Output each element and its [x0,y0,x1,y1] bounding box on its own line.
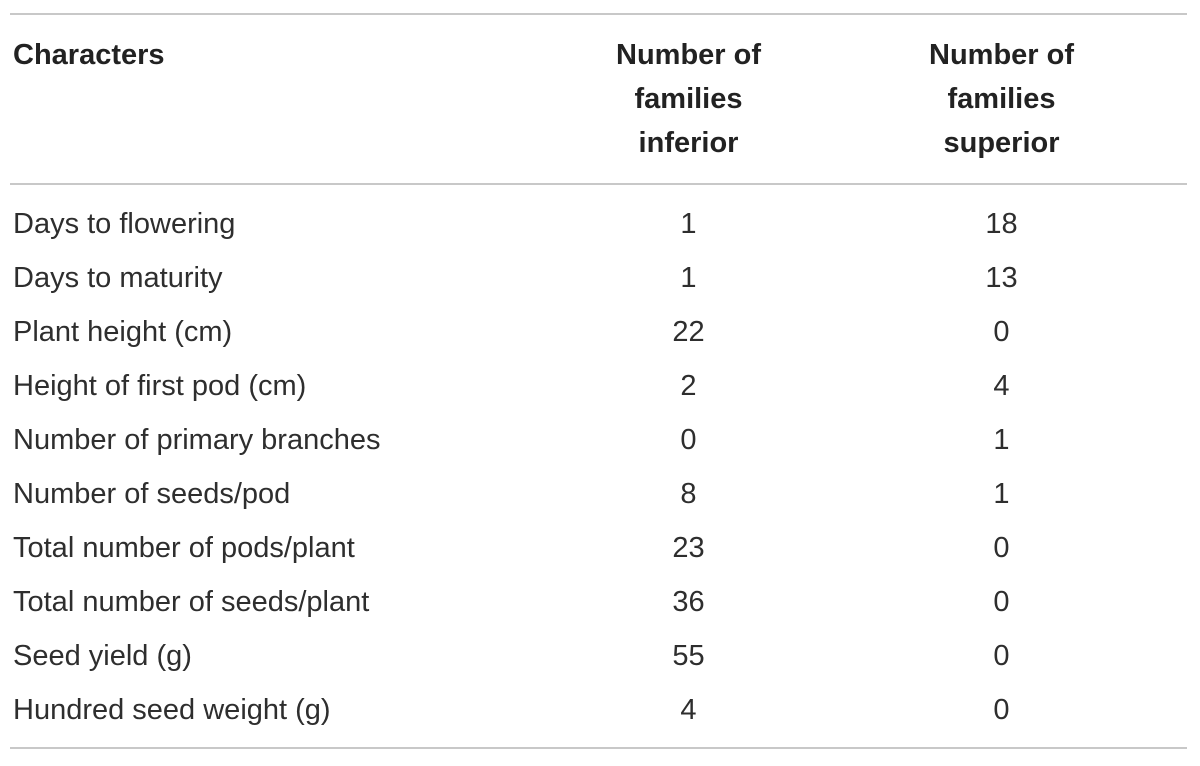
cell-character: Days to flowering [13,208,236,240]
table-body: Days to flowering 1 18 Days to maturity … [10,184,1187,748]
header-inferior-line: Number of [616,39,761,71]
cell-character: Total number of seeds/plant [13,586,370,618]
table-row: Total number of seeds/plant 36 0 [10,575,1187,629]
cell-character: Hundred seed weight (g) [13,694,331,726]
header-superior-line: families [947,83,1056,115]
header-inferior-line: inferior [638,127,739,159]
cell-character: Plant height (cm) [13,316,233,348]
cell-superior: 1 [993,478,1010,510]
table-row: Days to maturity 1 13 [10,251,1187,305]
cell-superior: 0 [993,694,1010,726]
cell-character: Seed yield (g) [13,640,192,672]
cell-inferior: 2 [680,370,697,402]
cell-character: Days to maturity [13,262,223,294]
table-row: Seed yield (g) 55 0 [10,629,1187,683]
header-superior: Number of families superior [816,14,1187,184]
cell-inferior: 23 [672,532,705,564]
table-row: Height of first pod (cm) 2 4 [10,359,1187,413]
header-inferior-line: families [634,83,743,115]
cell-inferior: 55 [672,640,705,672]
cell-character: Number of primary branches [13,424,381,456]
data-table-container: Characters Number of families inferior N… [10,13,1187,749]
cell-superior: 18 [985,208,1018,240]
cell-superior: 0 [993,640,1010,672]
header-characters: Characters [13,39,165,71]
table-row: Days to flowering 1 18 [10,184,1187,251]
table-row: Number of primary branches 0 1 [10,413,1187,467]
families-table: Characters Number of families inferior N… [10,13,1187,749]
cell-superior: 1 [993,424,1010,456]
table-row: Hundred seed weight (g) 4 0 [10,683,1187,748]
header-superior-line: superior [943,127,1060,159]
table-row: Total number of pods/plant 23 0 [10,521,1187,575]
cell-superior: 0 [993,316,1010,348]
cell-inferior: 1 [680,208,697,240]
cell-inferior: 22 [672,316,705,348]
cell-inferior: 8 [680,478,697,510]
cell-inferior: 36 [672,586,705,618]
cell-character: Total number of pods/plant [13,532,355,564]
header-inferior: Number of families inferior [561,14,816,184]
cell-inferior: 0 [680,424,697,456]
table-row: Plant height (cm) 22 0 [10,305,1187,359]
cell-superior: 4 [993,370,1010,402]
cell-inferior: 1 [680,262,697,294]
cell-character: Height of first pod (cm) [13,370,307,402]
cell-superior: 0 [993,586,1010,618]
table-row: Number of seeds/pod 8 1 [10,467,1187,521]
cell-superior: 0 [993,532,1010,564]
cell-inferior: 4 [680,694,697,726]
header-row: Characters Number of families inferior N… [10,14,1187,184]
cell-superior: 13 [985,262,1018,294]
header-superior-line: Number of [929,39,1074,71]
cell-character: Number of seeds/pod [13,478,291,510]
table-header: Characters Number of families inferior N… [10,14,1187,184]
